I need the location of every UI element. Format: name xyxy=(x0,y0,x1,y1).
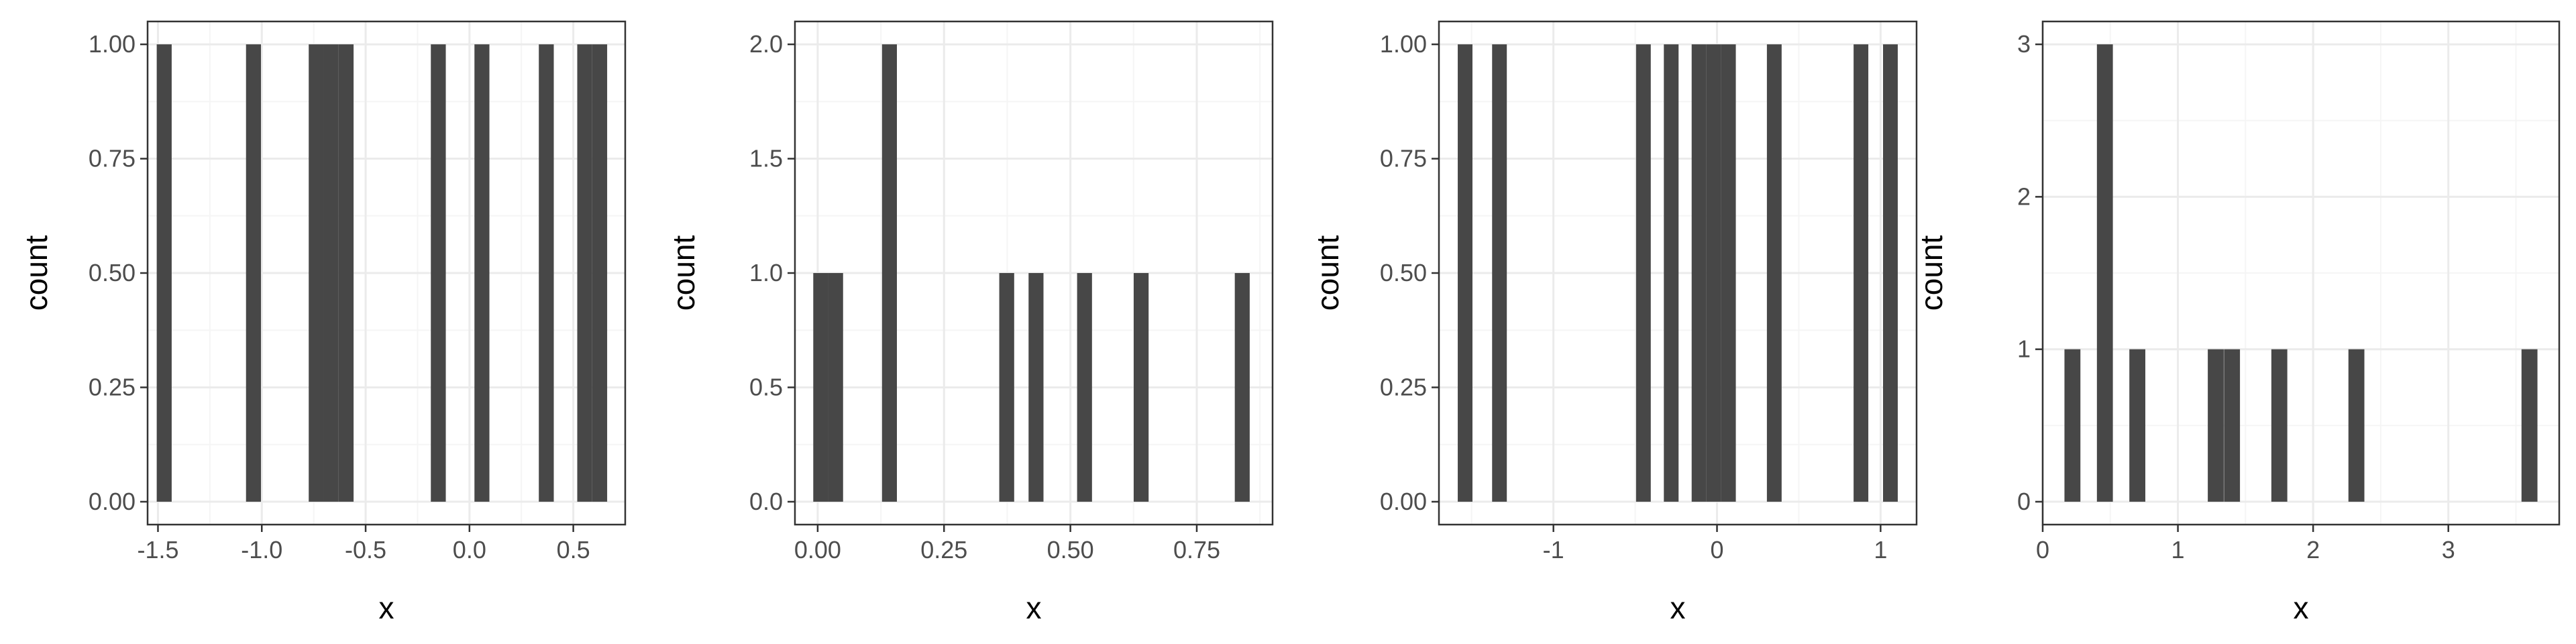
histogram-bar xyxy=(1691,44,1707,502)
x-axis-title: x xyxy=(2294,590,2309,625)
x-tick-label: -1.0 xyxy=(241,536,282,564)
histogram-bar xyxy=(1458,44,1472,502)
y-tick-label: 0.5 xyxy=(749,373,783,400)
y-tick-label: 0.75 xyxy=(1380,145,1427,172)
histogram-bar xyxy=(1635,44,1651,502)
histogram-bar xyxy=(1234,273,1250,502)
histogram-bar xyxy=(2271,349,2288,502)
x-tick-label: 0.0 xyxy=(453,536,486,564)
histogram-panel-1: -1.5 -1.0 -0.5 0.0 0.5 0.00 0.25 0.50 0.75 1.00 x c… xyxy=(19,20,627,625)
y-tick-label: 0.50 xyxy=(89,259,136,286)
histogram-bar xyxy=(323,44,339,502)
y-axis-title: count xyxy=(19,235,54,311)
panel-border xyxy=(2041,20,2561,526)
histogram-bar xyxy=(881,44,898,502)
x-tick-label: 0.00 xyxy=(794,536,841,564)
x-tick-label: -1.5 xyxy=(137,536,178,564)
y-axis-title: count xyxy=(1914,235,1949,311)
histogram-bar xyxy=(2096,44,2113,502)
histogram-bar xyxy=(2521,349,2538,502)
histogram-bar xyxy=(1854,44,1869,502)
y-tick-label: 2.0 xyxy=(749,30,783,58)
x-axis-title: x xyxy=(1670,590,1686,625)
histogram-bar xyxy=(1721,44,1736,502)
histogram-panel-3: -1 0 1 0.00 0.25 0.50 0.75 1.00 x count xyxy=(1310,20,1918,625)
x-tick-label: 2 xyxy=(2306,536,2320,564)
histogram-bar xyxy=(246,44,262,502)
histogram-bar xyxy=(828,273,843,502)
y-tick-label: 0.25 xyxy=(89,373,136,400)
histogram-bar xyxy=(577,44,592,502)
histogram-panel-4: 0 1 2 3 0 1 2 3 x count xyxy=(1914,20,2561,625)
histogram-bar xyxy=(1766,44,1782,502)
x-tick-label: -0.5 xyxy=(345,536,386,564)
x-tick-label: 0 xyxy=(2036,536,2049,564)
x-tick-label: 0.5 xyxy=(557,536,590,564)
histogram-bar xyxy=(1664,44,1679,502)
histogram-bar xyxy=(2224,349,2241,502)
x-tick-label: 0.75 xyxy=(1173,536,1220,564)
histogram-bar xyxy=(592,44,608,502)
histogram-bar xyxy=(1133,273,1149,502)
x-tick-label: 1 xyxy=(1874,536,1887,564)
x-axis-title: x xyxy=(1026,590,1042,625)
y-tick-label: 0.00 xyxy=(1380,488,1427,515)
y-tick-label: 0.50 xyxy=(1380,259,1427,286)
histogram-bar xyxy=(2129,349,2145,502)
histogram-bar xyxy=(1028,273,1044,502)
x-tick-label: 0.50 xyxy=(1047,536,1094,564)
histogram-bar xyxy=(999,273,1014,502)
y-tick-label: 1.5 xyxy=(749,145,783,172)
histogram-bar xyxy=(156,44,172,502)
histogram-bar xyxy=(1077,273,1092,502)
histogram-bar xyxy=(1492,44,1507,502)
y-tick-label: 3 xyxy=(2017,30,2031,58)
y-tick-label: 0.0 xyxy=(749,488,783,515)
y-tick-label: 1.00 xyxy=(1380,30,1427,58)
histogram-bar xyxy=(2348,349,2365,502)
y-axis-title: count xyxy=(666,235,701,311)
histogram-bar xyxy=(539,44,554,502)
y-tick-label: 2 xyxy=(2017,182,2031,210)
x-tick-label: 0.25 xyxy=(920,536,967,564)
y-tick-label: 0 xyxy=(2017,488,2031,515)
histogram-bar xyxy=(2064,349,2081,502)
histogram-bar xyxy=(813,273,828,502)
x-tick-label: -1 xyxy=(1543,536,1564,564)
histogram-bar xyxy=(309,44,324,502)
x-tick-label: 0 xyxy=(1711,536,1724,564)
x-tick-label: 3 xyxy=(2442,536,2455,564)
y-axis-title: count xyxy=(1310,235,1345,311)
x-axis-title: x xyxy=(379,590,394,625)
histogram-bar xyxy=(474,44,490,502)
y-tick-label: 1.0 xyxy=(749,259,783,286)
x-tick-label: 1 xyxy=(2171,536,2185,564)
histogram-bar xyxy=(1883,44,1898,502)
histogram-panel-2: 0.00 0.25 0.50 0.75 0.0 0.5 1.0 1.5 2.0 x count xyxy=(666,20,1274,625)
histogram-bar xyxy=(431,44,446,502)
histogram-bar xyxy=(338,44,354,502)
y-tick-label: 0.75 xyxy=(89,145,136,172)
histogram-bar xyxy=(1706,44,1721,502)
histogram-bar xyxy=(2208,349,2224,502)
y-tick-label: 0.25 xyxy=(1380,373,1427,400)
y-tick-label: 1.00 xyxy=(89,30,136,58)
y-tick-label: 1 xyxy=(2017,335,2031,363)
y-tick-label: 0.00 xyxy=(89,488,136,515)
